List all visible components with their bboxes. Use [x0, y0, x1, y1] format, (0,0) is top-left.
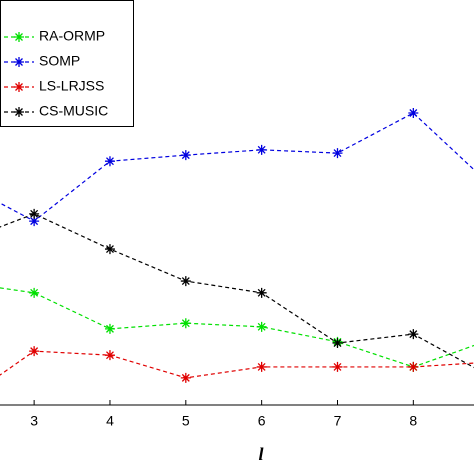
legend-box	[0, 0, 134, 127]
marker	[180, 318, 191, 329]
x-axis-label: l	[258, 444, 263, 464]
series-line	[0, 350, 474, 379]
marker	[104, 156, 115, 167]
x-tick-label: 6	[258, 413, 266, 429]
legend-label: LS-LRJSS	[39, 78, 104, 94]
marker	[332, 361, 343, 372]
marker	[408, 107, 419, 118]
marker	[29, 216, 40, 227]
x-tick-label: 5	[182, 413, 190, 429]
plot-area	[0, 107, 474, 383]
marker	[104, 350, 115, 361]
marker	[256, 361, 267, 372]
marker	[256, 321, 267, 332]
series-line	[0, 213, 474, 369]
legend-marker	[14, 32, 24, 42]
legend-marker	[14, 57, 24, 67]
legend-marker	[14, 82, 24, 92]
legend-label: SOMP	[39, 53, 80, 69]
marker	[104, 244, 115, 255]
marker	[29, 346, 40, 357]
marker	[180, 372, 191, 383]
legend: RA-ORMP SOMP LS-LRJSS CS-MUSIC	[0, 0, 134, 127]
marker	[256, 287, 267, 298]
marker	[332, 338, 343, 349]
marker	[408, 329, 419, 340]
series-line	[0, 287, 474, 368]
marker	[180, 150, 191, 161]
marker	[256, 144, 267, 155]
legend-label: RA-ORMP	[39, 28, 105, 44]
marker	[104, 323, 115, 334]
series-line	[0, 112, 474, 222]
x-tick-label: 8	[409, 413, 417, 429]
marker	[408, 361, 419, 372]
legend-label: CS-MUSIC	[39, 103, 108, 119]
x-tick-label: 4	[106, 413, 114, 429]
marker	[332, 148, 343, 159]
marker	[29, 208, 40, 219]
legend-marker	[14, 107, 24, 117]
x-tick-label: 7	[334, 413, 342, 429]
marker	[180, 276, 191, 287]
x-tick-label: 3	[30, 413, 38, 429]
marker	[29, 287, 40, 298]
